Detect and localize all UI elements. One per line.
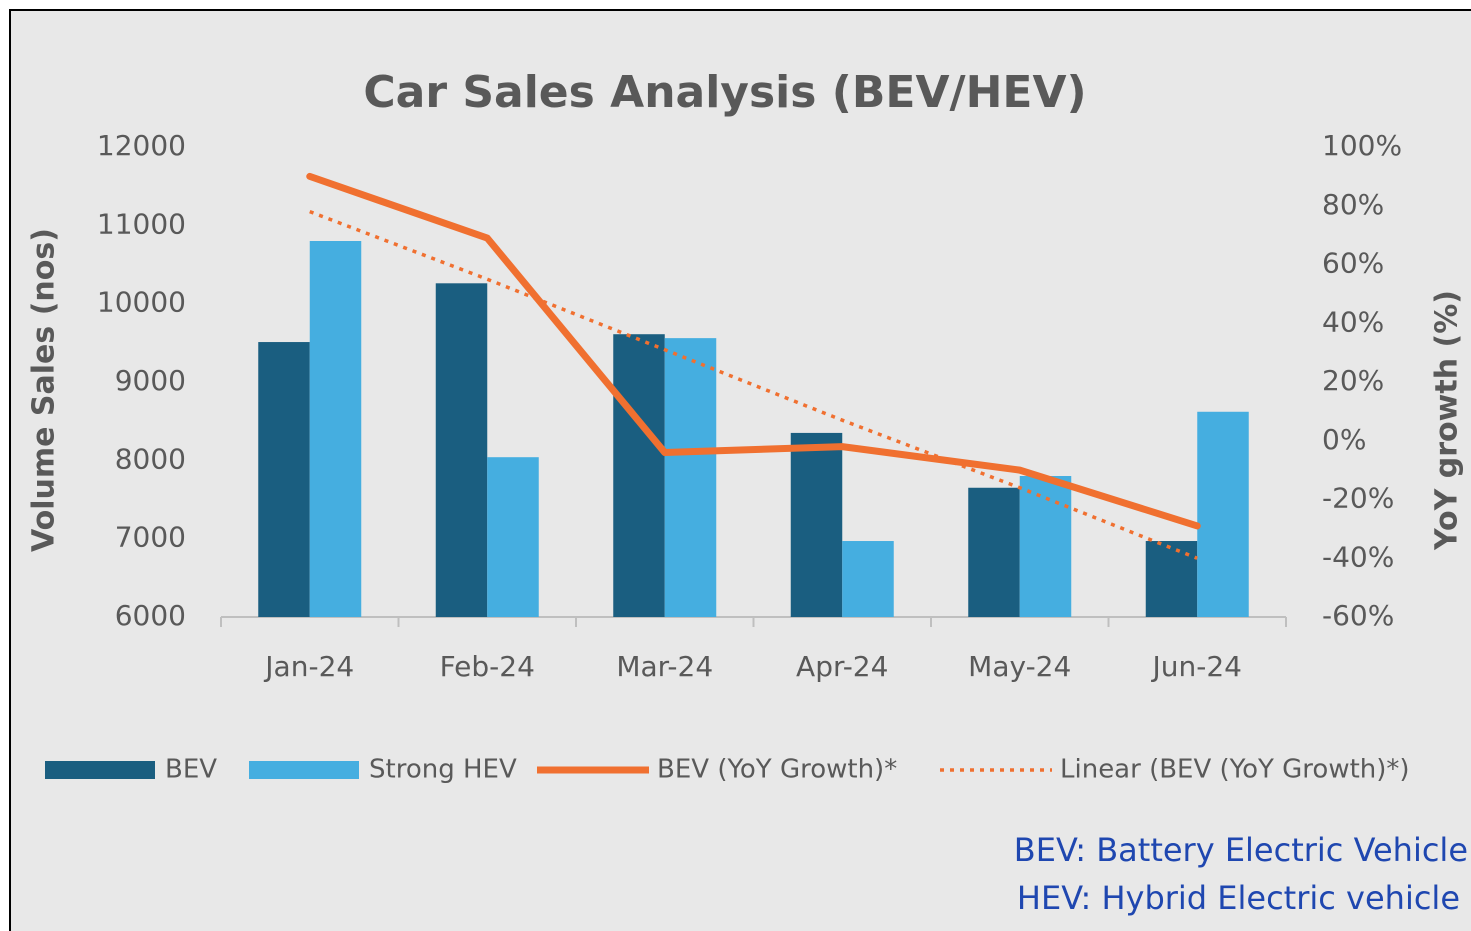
trend-line xyxy=(309,209,1198,560)
y-tick-label: 11000 xyxy=(97,207,186,240)
y-tick-label: 6000 xyxy=(115,599,186,632)
x-tick-label: May-24 xyxy=(968,650,1071,683)
y2-tick-label: 60% xyxy=(1322,247,1384,280)
y2-axis-title: YoY growth (%) xyxy=(1430,290,1465,551)
bar xyxy=(487,457,539,617)
chart-frame xyxy=(9,9,1471,931)
bar xyxy=(790,432,843,617)
legend-swatch xyxy=(249,761,359,779)
bar xyxy=(1145,541,1198,617)
y2-tick-label: -20% xyxy=(1322,482,1394,515)
legend-label: BEV (YoY Growth)* xyxy=(657,755,897,785)
bar xyxy=(1019,476,1072,617)
y2-tick-label: 40% xyxy=(1322,305,1384,338)
footnote: HEV: Hybrid Electric vehicle xyxy=(1017,879,1460,917)
y-tick-label: 10000 xyxy=(97,286,186,319)
x-tick-label: Feb-24 xyxy=(440,650,535,683)
legend-swatch xyxy=(45,761,155,779)
bar xyxy=(309,241,362,617)
y2-tick-label: -40% xyxy=(1322,540,1394,573)
bar xyxy=(664,338,717,617)
x-tick-label: Mar-24 xyxy=(616,650,713,683)
y2-tick-label: -60% xyxy=(1322,599,1394,632)
footnote: BEV: Battery Electric Vehicle xyxy=(1014,831,1468,869)
bar xyxy=(1197,411,1249,617)
bar xyxy=(613,334,665,617)
y-tick-label: 9000 xyxy=(115,364,186,397)
bar xyxy=(842,541,894,617)
line xyxy=(306,172,1201,530)
legend-label: Linear (BEV (YoY Growth)*) xyxy=(1060,755,1410,785)
y-tick-label: 12000 xyxy=(97,129,186,162)
y2-tick-label: 20% xyxy=(1322,364,1384,397)
bar xyxy=(258,342,310,617)
y-tick-label: 8000 xyxy=(115,442,186,475)
x-tick-label: Jun-24 xyxy=(1151,650,1242,683)
bar xyxy=(968,487,1020,617)
y2-tick-label: 0% xyxy=(1322,423,1366,456)
x-tick-label: Jan-24 xyxy=(263,650,354,683)
legend-label: Strong HEV xyxy=(369,755,517,785)
y-axis-title: Volume Sales (nos) xyxy=(27,228,62,552)
bar xyxy=(435,283,488,617)
chart-title: Car Sales Analysis (BEV/HEV) xyxy=(363,67,1086,118)
y-tick-label: 7000 xyxy=(115,521,186,554)
y2-tick-label: 80% xyxy=(1322,188,1384,221)
x-tick-label: Apr-24 xyxy=(796,650,888,683)
legend-label: BEV xyxy=(165,755,217,785)
y2-tick-label: 100% xyxy=(1322,129,1402,162)
